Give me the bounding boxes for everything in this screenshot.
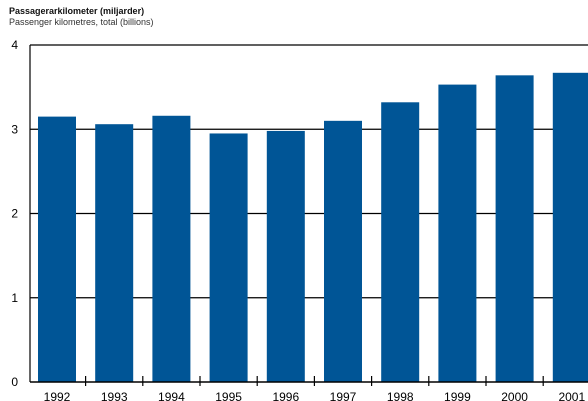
- y-tick-label: 1: [11, 291, 18, 305]
- x-tick-label: 1997: [330, 390, 357, 401]
- bar-2001: [552, 72, 588, 383]
- y-tick-label: 0: [11, 375, 18, 389]
- bar-1992: [38, 116, 76, 383]
- x-tick-label: 2000: [501, 390, 528, 401]
- bar-2000: [495, 75, 534, 382]
- bar-1996: [266, 130, 305, 382]
- y-tick-label: 3: [11, 122, 18, 136]
- bar-1999: [438, 84, 477, 382]
- bar-1993: [95, 124, 134, 382]
- bar-1995: [209, 133, 248, 382]
- y-tick-label: 4: [11, 38, 18, 52]
- chart-titles: Passagerarkilometer (miljarder) Passenge…: [9, 6, 154, 28]
- chart-title: Passagerarkilometer (miljarder): [9, 6, 145, 16]
- x-tick-label: 2001: [558, 390, 585, 401]
- bar-1997: [324, 120, 362, 382]
- x-tick-label: 1993: [101, 390, 128, 401]
- chart-subtitle: Passenger kilometres, total (billions): [9, 17, 154, 27]
- x-tick-label: 1999: [444, 390, 471, 401]
- x-tick-label: 1992: [44, 390, 71, 401]
- x-tick-label: 1995: [215, 390, 242, 401]
- x-tick-label: 1998: [387, 390, 414, 401]
- bar-1994: [152, 115, 191, 383]
- x-tick-label: 1994: [158, 390, 185, 401]
- x-tick-label: 1996: [272, 390, 299, 401]
- y-tick-label: 2: [11, 207, 18, 221]
- bar-1998: [381, 102, 420, 382]
